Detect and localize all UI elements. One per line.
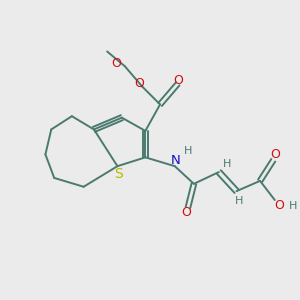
Text: H: H [223,159,231,169]
Text: O: O [112,57,122,70]
Text: S: S [114,167,123,182]
Text: O: O [182,206,191,219]
Text: O: O [134,77,144,90]
Text: O: O [270,148,280,161]
Text: N: N [171,154,181,167]
Text: H: H [289,201,297,211]
Text: O: O [173,74,183,87]
Text: H: H [184,146,192,157]
Text: H: H [235,196,244,206]
Text: O: O [274,200,284,212]
